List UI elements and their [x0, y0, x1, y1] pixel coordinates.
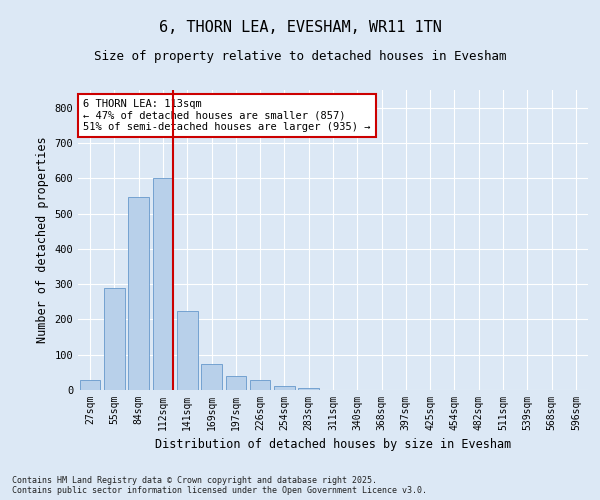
X-axis label: Distribution of detached houses by size in Evesham: Distribution of detached houses by size …	[155, 438, 511, 452]
Text: Size of property relative to detached houses in Evesham: Size of property relative to detached ho…	[94, 50, 506, 63]
Bar	[152, 178, 173, 390]
Bar	[80, 380, 100, 390]
Y-axis label: Number of detached properties: Number of detached properties	[36, 136, 49, 344]
Bar	[128, 196, 149, 390]
Bar	[177, 310, 197, 390]
Bar	[274, 386, 295, 390]
Bar	[104, 288, 125, 390]
Text: 6, THORN LEA, EVESHAM, WR11 1TN: 6, THORN LEA, EVESHAM, WR11 1TN	[158, 20, 442, 35]
Text: Contains HM Land Registry data © Crown copyright and database right 2025.
Contai: Contains HM Land Registry data © Crown c…	[12, 476, 427, 495]
Bar	[298, 388, 319, 390]
Bar	[250, 380, 271, 390]
Bar	[201, 364, 222, 390]
Bar	[226, 376, 246, 390]
Text: 6 THORN LEA: 113sqm
← 47% of detached houses are smaller (857)
51% of semi-detac: 6 THORN LEA: 113sqm ← 47% of detached ho…	[83, 99, 371, 132]
